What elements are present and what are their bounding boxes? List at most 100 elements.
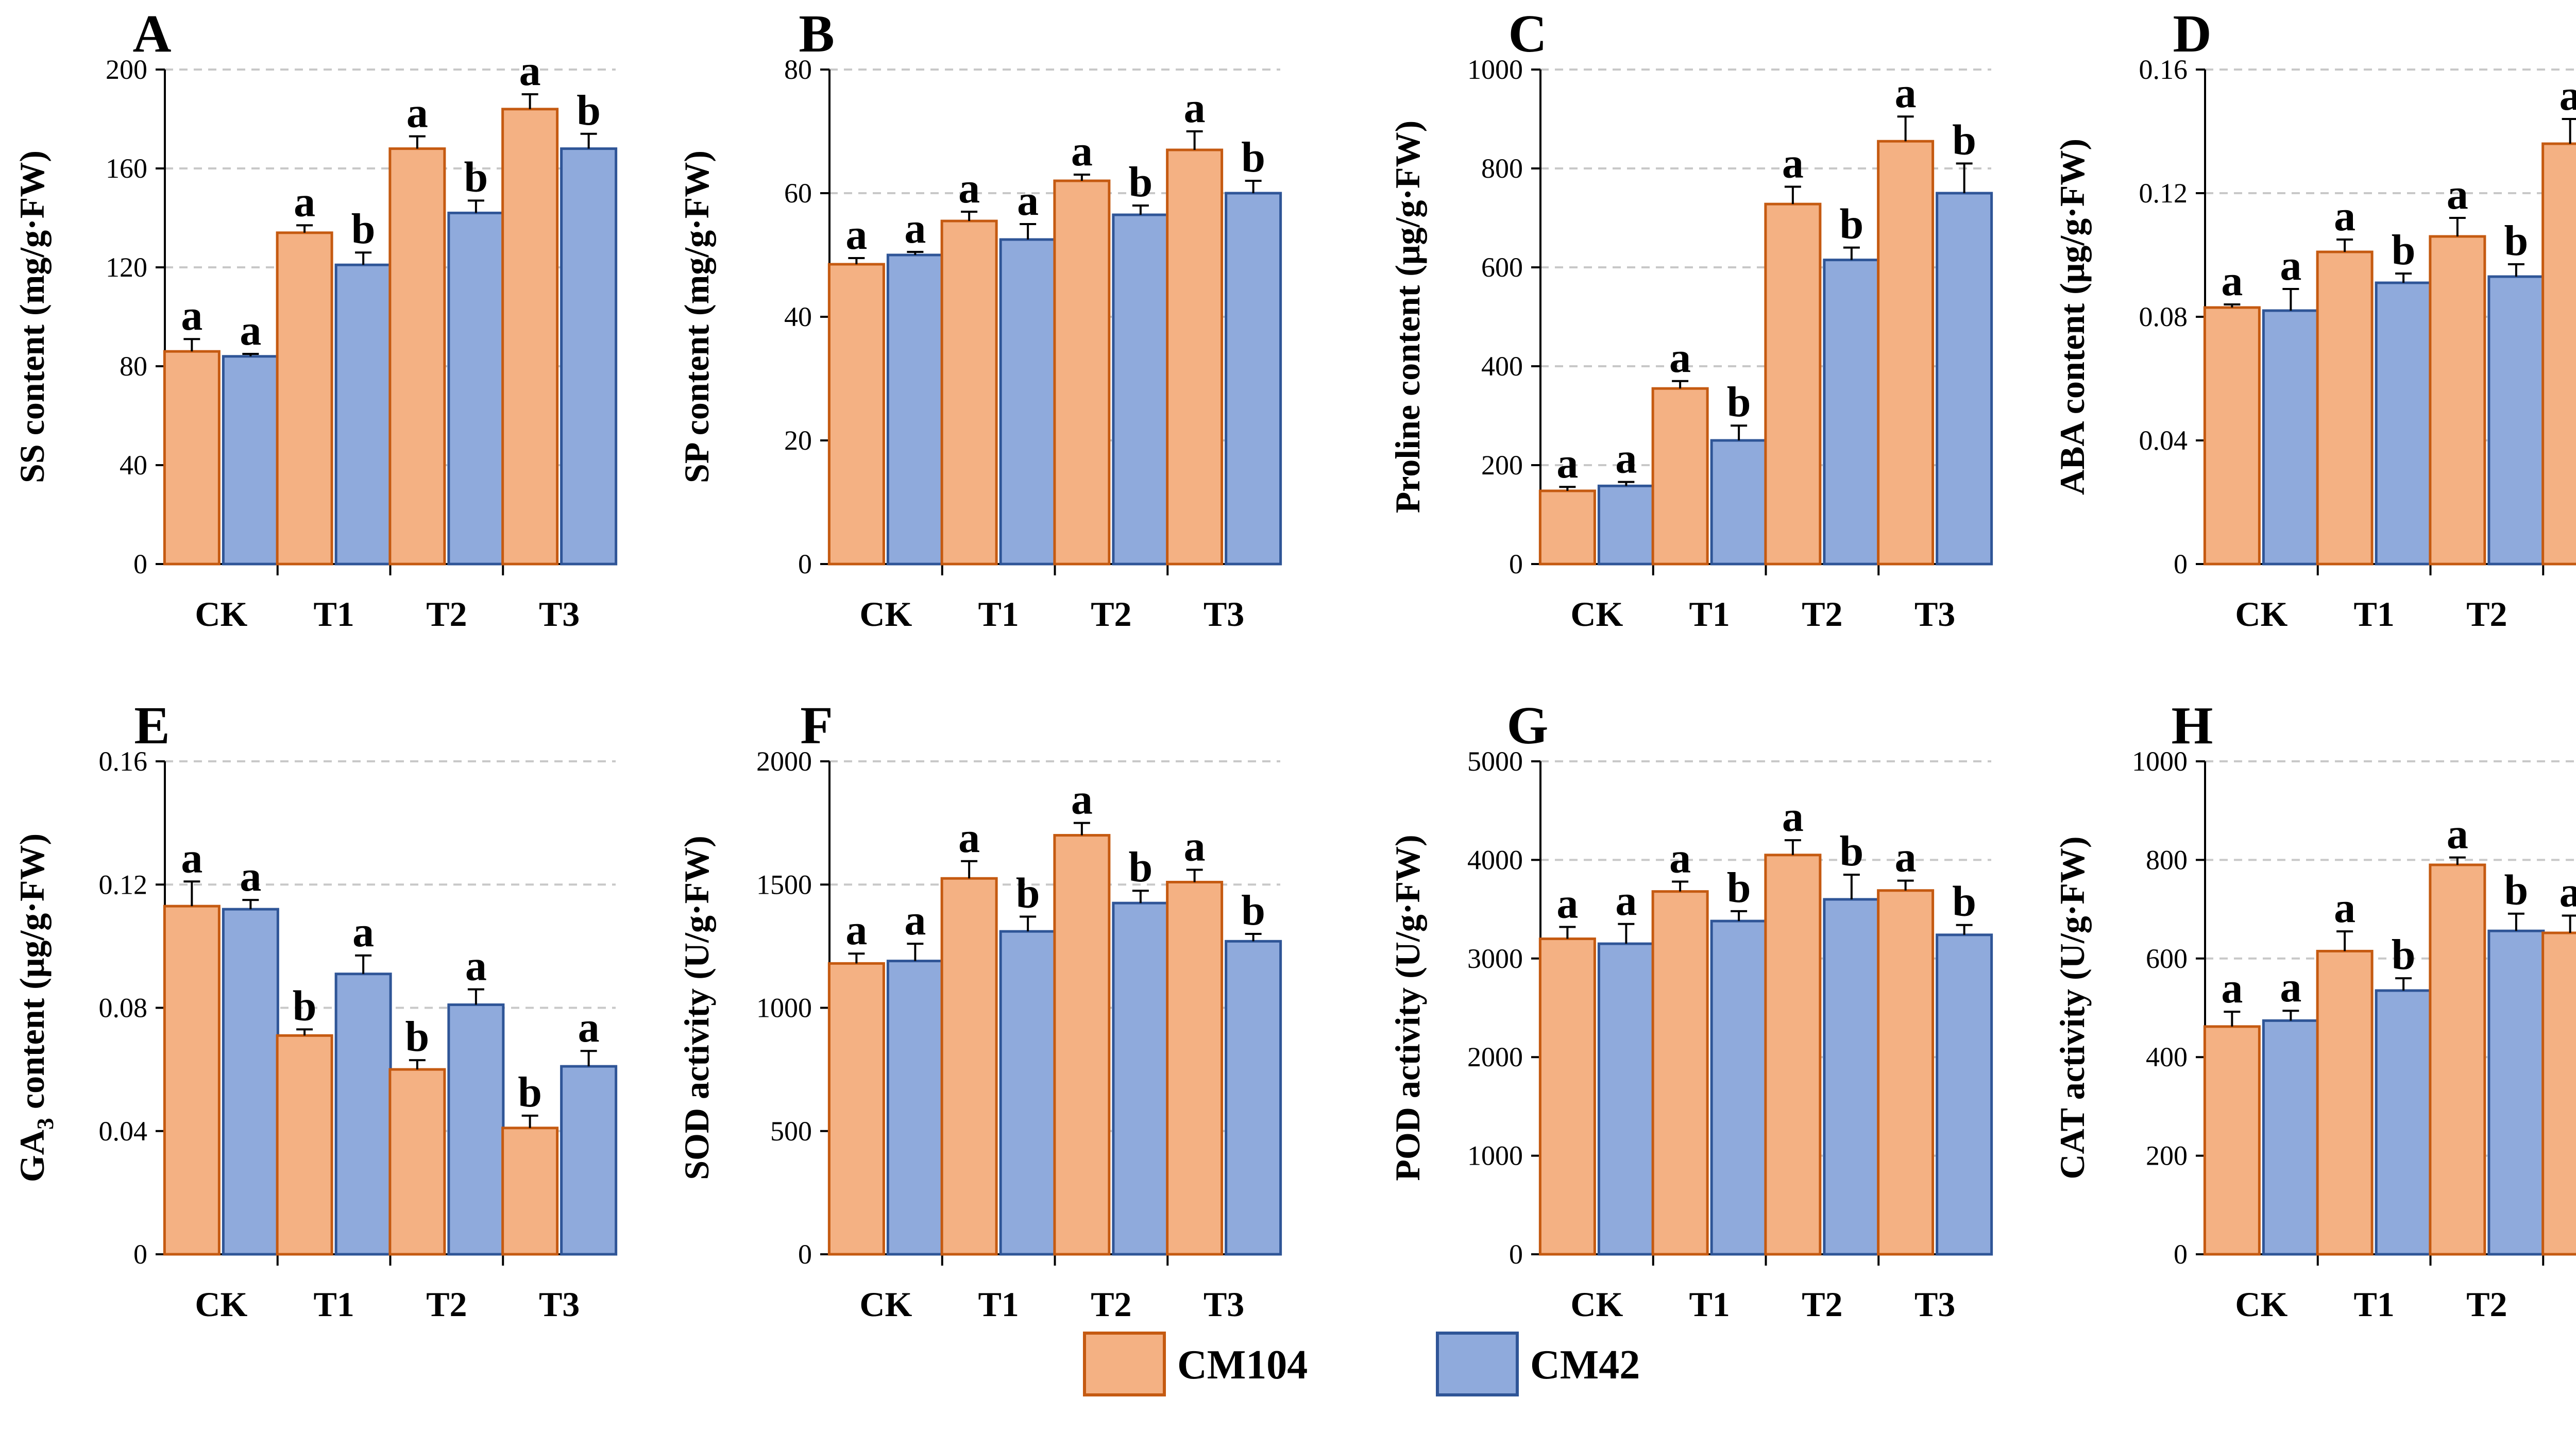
bar-cm104 xyxy=(1053,179,1111,566)
bar-cm42 xyxy=(886,960,944,1256)
bar-cm104 xyxy=(1877,140,1935,566)
y-axis-label: SOD activity (U/g·FW) xyxy=(677,836,716,1180)
bar-cm104 xyxy=(2541,142,2576,566)
bar-cm42 xyxy=(1936,933,1993,1256)
bar-cm104 xyxy=(388,1068,446,1256)
x-tick-label: T2 xyxy=(426,594,467,634)
x-tick-label: T3 xyxy=(1204,1285,1244,1324)
bar-cm42 xyxy=(1112,901,1170,1256)
bar-cm104 xyxy=(2203,1025,2261,1256)
significance-letter: b xyxy=(1840,200,1864,248)
bar-cm42 xyxy=(1225,940,1282,1256)
bar-cm104 xyxy=(2316,250,2374,566)
x-tick-label: CK xyxy=(1570,1285,1623,1324)
y-tick-label: 0.04 xyxy=(2139,425,2188,456)
x-tick-label: T2 xyxy=(1091,1285,1131,1324)
x-tick-label: T1 xyxy=(978,1285,1019,1324)
bar-cm104 xyxy=(1166,880,1224,1256)
x-tick-label: T3 xyxy=(1914,594,1955,634)
bar-cm42 xyxy=(1112,213,1170,566)
significance-letter: a xyxy=(240,306,261,354)
x-tick-label: T1 xyxy=(2353,1285,2394,1324)
bar-cm104 xyxy=(163,350,221,566)
y-tick-label: 160 xyxy=(106,153,147,184)
significance-letter: a xyxy=(519,47,541,95)
y-axis-label: GA3 content (μg/g·FW) xyxy=(12,833,58,1182)
x-tick-label: T2 xyxy=(426,1285,467,1324)
significance-letter: a xyxy=(904,896,926,944)
significance-letter: a xyxy=(1556,439,1578,487)
y-tick-label: 1000 xyxy=(756,993,812,1024)
significance-letter: a xyxy=(1669,834,1691,882)
y-tick-label: 0 xyxy=(798,549,812,579)
significance-letter: a xyxy=(2221,964,2243,1012)
y-tick-label: 1500 xyxy=(756,869,812,900)
y-axis-label: ABA content (μg/g·FW) xyxy=(2053,139,2092,495)
y-tick-label: 800 xyxy=(1481,153,1523,184)
x-tick-label: T2 xyxy=(2466,1285,2507,1324)
bar-cm42 xyxy=(999,238,1057,566)
y-tick-label: 200 xyxy=(1481,450,1523,481)
significance-letter: b xyxy=(351,205,376,253)
y-tick-label: 0.12 xyxy=(99,869,148,900)
bar-cm42 xyxy=(560,1065,618,1256)
x-tick-label: T2 xyxy=(1091,594,1131,634)
y-axis-label-main: GA xyxy=(12,1130,52,1182)
significance-letter: a xyxy=(2447,810,2468,858)
legend-swatch-cm42 xyxy=(1436,1332,1519,1396)
y-tick-label: 80 xyxy=(120,351,147,382)
panel-letter: D xyxy=(2173,4,2211,63)
significance-letter: b xyxy=(1129,158,1153,206)
y-tick-label: 20 xyxy=(784,425,812,456)
bar-cm42 xyxy=(1823,259,1880,566)
y-tick-label: 200 xyxy=(2146,1140,2188,1171)
significance-letter: a xyxy=(1615,877,1637,925)
significance-letter: a xyxy=(2447,171,2468,218)
panel-letter: F xyxy=(800,696,833,755)
x-tick-label: T1 xyxy=(1689,594,1730,634)
y-axis-label: SS content (mg/g·FW) xyxy=(12,150,52,483)
y-axis-label: Proline content (μg/g·FW) xyxy=(1388,121,1427,514)
x-tick-label: T3 xyxy=(1204,594,1244,634)
x-tick-label: T1 xyxy=(2353,594,2394,634)
significance-letter: a xyxy=(2560,72,2576,120)
y-tick-label: 600 xyxy=(1481,252,1523,283)
significance-letter: b xyxy=(464,153,488,201)
significance-letter: a xyxy=(1895,833,1917,881)
y-axis-label: POD activity (U/g·FW) xyxy=(1388,834,1427,1181)
significance-letter: a xyxy=(845,906,867,954)
bar-cm104 xyxy=(1877,889,1935,1256)
bar-cm104 xyxy=(276,231,333,566)
y-tick-label: 0.16 xyxy=(2139,54,2188,85)
significance-letter: a xyxy=(181,834,202,882)
bar-cm104 xyxy=(2429,863,2486,1256)
y-tick-label: 0.08 xyxy=(99,993,148,1024)
y-tick-label: 3000 xyxy=(1467,943,1523,974)
significance-letter: b xyxy=(2392,931,2416,979)
bar-cm104 xyxy=(388,147,446,566)
significance-letter: a xyxy=(1895,69,1917,117)
x-tick-label: T2 xyxy=(1802,594,1842,634)
bar-cm104 xyxy=(940,219,998,566)
x-tick-label: CK xyxy=(2235,594,2287,634)
legend: CM104 CM42 xyxy=(1083,1332,1640,1396)
y-tick-label: 400 xyxy=(1481,351,1523,382)
legend-label: CM104 xyxy=(1177,1342,1308,1388)
significance-letter: b xyxy=(1727,378,1751,426)
bar-cm104 xyxy=(1651,387,1709,566)
significance-letter: b xyxy=(1241,887,1265,934)
significance-letter: a xyxy=(1071,776,1093,824)
bar-cm104 xyxy=(1651,890,1709,1256)
y-tick-label: 0.16 xyxy=(99,746,148,777)
significance-letter: a xyxy=(465,942,487,990)
bar-cm42 xyxy=(1225,192,1282,566)
y-tick-label: 0 xyxy=(798,1239,812,1270)
significance-letter: a xyxy=(1615,435,1637,483)
significance-letter: a xyxy=(1556,880,1578,928)
y-tick-label: 40 xyxy=(784,301,812,332)
bar-cm42 xyxy=(334,973,392,1256)
significance-letter: a xyxy=(1017,177,1039,225)
significance-letter: b xyxy=(1952,116,1976,164)
